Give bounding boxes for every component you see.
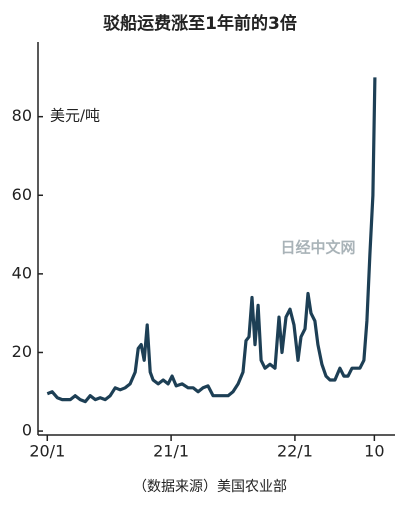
x-tick-label: 10 — [364, 442, 384, 461]
watermark: 日经中文网 — [280, 239, 355, 257]
y-axis-label: 美元/吨 — [50, 107, 100, 125]
chart-title: 驳船运费涨至1年前的3倍 — [103, 13, 297, 34]
source-note: （数据来源）美国农业部 — [133, 479, 287, 495]
y-tick-label: 40 — [12, 263, 32, 282]
data-line — [46, 77, 377, 404]
x-tick-label: 20/1 — [29, 442, 65, 461]
x-tick-label: 21/1 — [153, 442, 189, 461]
y-tick-label: 60 — [12, 185, 32, 204]
y-tick-label: 80 — [12, 106, 32, 125]
x-tick-label: 22/1 — [277, 442, 313, 461]
y-tick-label: 20 — [12, 342, 32, 361]
y-tick-label: 0 — [22, 421, 32, 440]
